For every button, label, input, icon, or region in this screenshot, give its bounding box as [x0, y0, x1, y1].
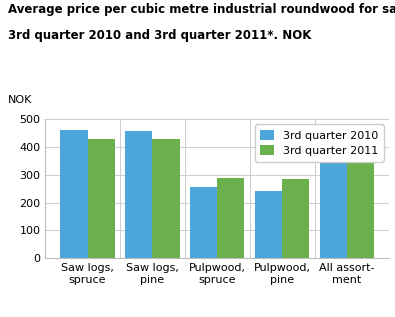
Bar: [152, 139, 180, 258]
Bar: [190, 187, 217, 258]
Text: Average price per cubic metre industrial roundwood for sale.: Average price per cubic metre industrial…: [8, 3, 395, 16]
Text: 3rd quarter 2010 and 3rd quarter 2011*. NOK: 3rd quarter 2010 and 3rd quarter 2011*. …: [8, 29, 311, 42]
Bar: [320, 160, 347, 258]
Legend: 3rd quarter 2010, 3rd quarter 2011: 3rd quarter 2010, 3rd quarter 2011: [255, 125, 384, 162]
Bar: [125, 132, 152, 258]
Bar: [88, 139, 115, 258]
Text: NOK: NOK: [8, 95, 32, 105]
Bar: [255, 191, 282, 258]
Bar: [347, 160, 374, 258]
Bar: [60, 130, 88, 258]
Bar: [282, 179, 309, 258]
Bar: [217, 178, 245, 258]
